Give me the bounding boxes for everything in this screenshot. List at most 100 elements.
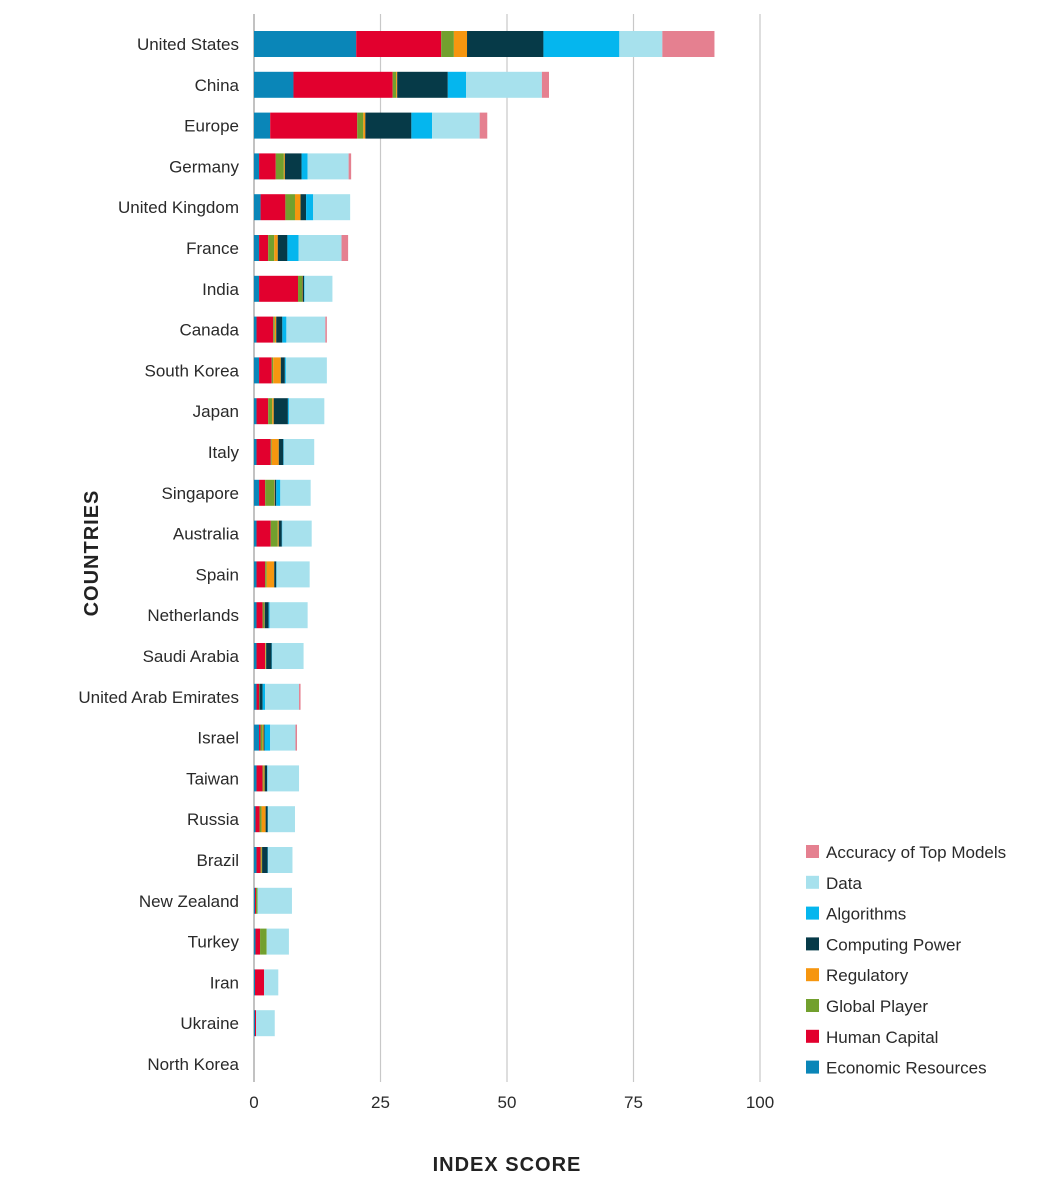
bar-turkey-human-capital [255, 928, 261, 955]
bar-china-regulatory [396, 71, 398, 98]
bar-taiwan-human-capital [256, 765, 263, 792]
category-label-europe: Europe [184, 117, 239, 136]
bar-united-arab-emirates-accuracy-of-top-models [299, 683, 301, 710]
bar-russia-regulatory [261, 806, 266, 833]
bar-china-global-player [392, 71, 397, 98]
bar-united-states-computing-power [467, 31, 544, 57]
bar-united-kingdom-data [313, 194, 351, 221]
bar-singapore-data [280, 479, 311, 506]
legend-swatch-accuracy-of-top-models [806, 845, 819, 858]
bar-united-kingdom-regulatory [294, 194, 301, 221]
bar-united-kingdom-algorithms [306, 194, 314, 221]
bar-united-states-data [619, 31, 663, 57]
category-label-netherlands: Netherlands [147, 606, 239, 625]
bar-new-zealand-human-capital [255, 887, 257, 914]
bar-india-economic-resources [254, 275, 260, 302]
bar-germany-algorithms [301, 153, 308, 180]
bar-united-arab-emirates-economic-resources [254, 683, 257, 710]
bar-saudi-arabia-economic-resources [254, 643, 257, 669]
bar-france-algorithms [287, 235, 299, 261]
bar-canada-economic-resources [254, 316, 257, 343]
bar-taiwan-regulatory [263, 765, 265, 792]
bar-new-zealand-economic-resources [254, 887, 256, 914]
bar-australia-human-capital [256, 520, 271, 547]
category-label-japan: Japan [193, 402, 239, 421]
bar-japan-human-capital [256, 398, 269, 425]
bar-singapore-global-player [265, 479, 275, 506]
category-label-australia: Australia [173, 525, 240, 544]
bar-united-kingdom-economic-resources [254, 194, 261, 221]
bar-japan-economic-resources [254, 398, 257, 425]
bar-united-arab-emirates-algorithms [262, 683, 266, 710]
bar-europe-regulatory [363, 112, 366, 139]
legend-label-regulatory: Regulatory [826, 966, 909, 985]
bar-spain-human-capital [256, 561, 266, 588]
bar-italy-human-capital [256, 439, 271, 465]
bar-russia-economic-resources [254, 806, 256, 833]
bar-singapore-regulatory [274, 479, 275, 506]
bar-saudi-arabia-human-capital [256, 643, 266, 669]
bar-taiwan-global-player [262, 765, 264, 792]
bar-india-data [304, 275, 333, 302]
bar-netherlands-economic-resources [254, 602, 257, 629]
bar-canada-accuracy-of-top-models [325, 316, 327, 343]
bar-spain-data [276, 561, 310, 588]
bar-spain-regulatory [266, 561, 275, 588]
bar-italy-algorithms [283, 439, 284, 465]
bar-europe-global-player [357, 112, 364, 139]
legend-swatch-economic-resources [806, 1060, 819, 1074]
bar-germany-regulatory [283, 153, 285, 180]
bar-france-data [298, 235, 342, 261]
bar-united-states-economic-resources [254, 31, 357, 57]
bar-italy-computing-power [278, 439, 284, 465]
bar-iran-data [264, 969, 279, 996]
category-label-india: India [202, 280, 239, 299]
bar-japan-algorithms [287, 398, 289, 425]
bar-ukraine-human-capital [255, 1010, 257, 1037]
bar-taiwan-data [267, 765, 300, 792]
legend-swatch-regulatory [806, 968, 819, 982]
bar-russia-algorithms [267, 806, 269, 833]
bar-united-states-global-player [441, 31, 454, 57]
bar-australia-global-player [270, 520, 278, 547]
bar-ukraine-data [256, 1010, 275, 1037]
legend-label-accuracy-of-top-models: Accuracy of Top Models [826, 843, 1006, 862]
bar-netherlands-global-player [262, 602, 265, 629]
bar-netherlands-data [269, 602, 308, 629]
bar-iran-human-capital [255, 969, 265, 996]
bar-brazil-data [268, 847, 293, 873]
bar-united-kingdom-global-player [285, 194, 295, 221]
x-tick-50: 50 [498, 1093, 517, 1112]
legend-swatch-data [806, 875, 819, 889]
legend-swatch-algorithms [806, 906, 819, 920]
bar-australia-data [282, 520, 312, 547]
bar-france-human-capital [259, 235, 269, 261]
bar-italy-regulatory [271, 439, 279, 465]
bar-spain-computing-power [274, 561, 277, 588]
bar-india-global-player [298, 275, 303, 302]
legend-label-economic-resources: Economic Resources [826, 1059, 987, 1078]
bar-south-korea-data [285, 357, 327, 384]
bar-saudi-arabia-regulatory [265, 643, 267, 669]
bar-saudi-arabia-global-player [265, 643, 266, 669]
legend-label-computing-power: Computing Power [826, 935, 961, 954]
bar-europe-economic-resources [254, 112, 271, 139]
bar-italy-economic-resources [254, 439, 257, 465]
bars [254, 31, 715, 1037]
legend-label-global-player: Global Player [826, 997, 928, 1016]
bar-germany-accuracy-of-top-models [348, 153, 352, 180]
legend-swatch-global-player [806, 999, 819, 1012]
bar-germany-human-capital [259, 153, 276, 180]
category-label-singapore: Singapore [161, 484, 239, 503]
category-label-spain: Spain [196, 565, 239, 584]
bar-china-human-capital [293, 71, 393, 98]
category-label-russia: Russia [187, 810, 240, 829]
bar-germany-global-player [275, 153, 284, 180]
legend: Accuracy of Top Models Data Algorithms Comp… [806, 843, 1006, 1078]
x-tick-100: 100 [746, 1093, 774, 1112]
bar-israel-human-capital [259, 724, 261, 751]
bar-russia-data [268, 806, 295, 833]
category-label-united-kingdom: United Kingdom [118, 198, 239, 217]
bar-netherlands-computing-power [264, 602, 269, 629]
bar-spain-economic-resources [254, 561, 257, 588]
